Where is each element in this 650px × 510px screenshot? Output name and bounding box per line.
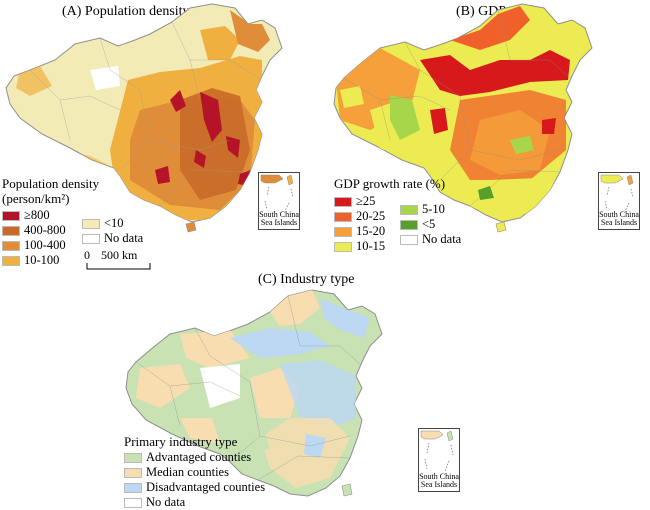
legend-swatch bbox=[334, 211, 352, 222]
legend-swatch bbox=[400, 204, 418, 215]
legend-swatch bbox=[2, 255, 20, 266]
map-population-density bbox=[5, 3, 283, 233]
map-gdp-growth bbox=[333, 3, 593, 233]
legend-label: No data bbox=[146, 495, 186, 509]
legend-item: 100-400 bbox=[2, 238, 66, 253]
legend-gdp-items-col1: ≥25 20-25 15-20 10-15 bbox=[334, 194, 385, 254]
legend-industry: Primary industry type bbox=[124, 434, 294, 449]
scale-zero: 0 bbox=[84, 248, 90, 262]
legend-industry-items: Advantaged counties Median counties Disadv… bbox=[124, 450, 265, 510]
legend-swatch bbox=[334, 196, 352, 207]
inset-map-c bbox=[420, 430, 454, 472]
legend-industry-title: Primary industry type bbox=[124, 434, 238, 449]
legend-swatch bbox=[124, 497, 142, 508]
legend-swatch bbox=[334, 241, 352, 252]
panel-gdp: (B) GDP bbox=[330, 0, 650, 280]
legend-item: Advantaged counties bbox=[124, 450, 265, 465]
legend-item: 5-10 bbox=[400, 202, 461, 217]
legend-label: Advantaged counties bbox=[146, 450, 252, 464]
legend-label: 15-20 bbox=[356, 224, 386, 238]
panel-a-title: (A) Population density bbox=[62, 4, 190, 19]
legend-item: Disadvantaged counties bbox=[124, 480, 265, 495]
legend-item: 20-25 bbox=[334, 209, 385, 224]
legend-item: <10 bbox=[82, 216, 143, 231]
legend-population-items-col1: ≥800 400-800 100-400 10-100 bbox=[2, 208, 66, 268]
legend-swatch bbox=[400, 234, 418, 245]
legend-label: 10-15 bbox=[356, 239, 386, 253]
inset-south-china-sea-c: South China Sea Islands bbox=[418, 428, 460, 492]
legend-label: ≥800 bbox=[24, 208, 50, 222]
legend-item: 400-800 bbox=[2, 223, 66, 238]
legend-swatch bbox=[2, 225, 20, 236]
legend-gdp-items-col2: 5-10 <5 No data bbox=[400, 202, 461, 247]
legend-label: 400-800 bbox=[24, 223, 66, 237]
legend-title-line2: (person/km²) bbox=[2, 191, 70, 206]
legend-item: No data bbox=[124, 495, 265, 510]
legend-item: No data bbox=[400, 232, 461, 247]
legend-swatch bbox=[400, 219, 418, 230]
legend-label: <10 bbox=[104, 216, 124, 230]
legend-label: <5 bbox=[422, 217, 436, 231]
legend-gdp: GDP growth rate (%) bbox=[334, 176, 484, 191]
legend-swatch bbox=[82, 233, 100, 244]
legend-item: <5 bbox=[400, 217, 461, 232]
legend-population-density: Population density (person/km²) bbox=[2, 176, 142, 206]
legend-label: 100-400 bbox=[24, 238, 66, 252]
legend-label: 10-100 bbox=[24, 253, 60, 267]
inset-map bbox=[260, 174, 294, 212]
legend-swatch bbox=[124, 467, 142, 478]
inset-label-c: South China Sea Islands bbox=[419, 472, 459, 489]
scale-bar: 0 500 km bbox=[84, 248, 151, 270]
legend-swatch bbox=[2, 240, 20, 251]
legend-swatch bbox=[334, 226, 352, 237]
legend-item: 10-15 bbox=[334, 239, 385, 254]
legend-swatch bbox=[124, 482, 142, 493]
legend-label: No data bbox=[104, 231, 144, 245]
inset-south-china-sea-b: South China Sea Islands bbox=[598, 172, 640, 230]
legend-label: 20-25 bbox=[356, 209, 386, 223]
legend-item: 10-100 bbox=[2, 253, 66, 268]
legend-swatch bbox=[2, 210, 20, 221]
legend-swatch bbox=[124, 452, 142, 463]
legend-swatch bbox=[82, 218, 100, 229]
inset-label: South China Sea Islands bbox=[259, 210, 299, 227]
map-industry-type bbox=[125, 289, 383, 497]
legend-label: Median counties bbox=[146, 465, 229, 479]
legend-label: Disadvantaged counties bbox=[146, 480, 266, 494]
panel-industry-type: (C) Industry type bbox=[120, 268, 460, 510]
legend-label: ≥25 bbox=[356, 194, 376, 208]
legend-label: 5-10 bbox=[422, 202, 445, 216]
legend-item: ≥800 bbox=[2, 208, 66, 223]
legend-item: ≥25 bbox=[334, 194, 385, 209]
legend-item: 15-20 bbox=[334, 224, 385, 239]
scale-bar-line bbox=[86, 263, 151, 270]
inset-south-china-sea: South China Sea Islands bbox=[258, 172, 300, 230]
legend-title-line1: Population density bbox=[2, 176, 100, 191]
legend-gdp-title: GDP growth rate (%) bbox=[334, 176, 446, 191]
legend-population-items-col2: <10 No data bbox=[82, 216, 143, 246]
panel-population-density: (A) Population density bbox=[0, 0, 300, 280]
panel-c-title: (C) Industry type bbox=[258, 272, 355, 287]
legend-item: No data bbox=[82, 231, 143, 246]
legend-item: Median counties bbox=[124, 465, 265, 480]
inset-label-b: South China Sea Islands bbox=[599, 210, 639, 227]
scale-label: 500 km bbox=[101, 248, 138, 262]
inset-map-b bbox=[600, 174, 634, 212]
legend-label: No data bbox=[422, 232, 462, 246]
